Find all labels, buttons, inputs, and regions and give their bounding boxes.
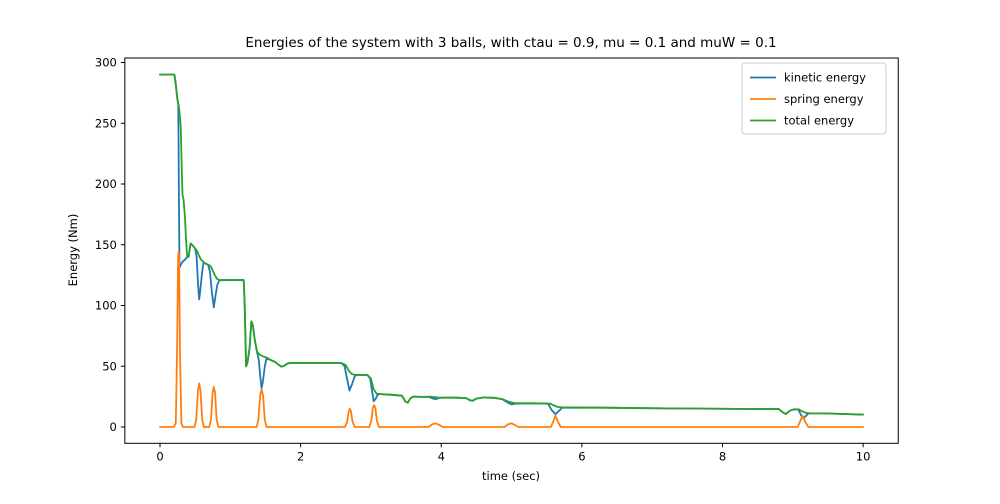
y-tick-label: 150 [95, 238, 117, 252]
x-tick-label: 2 [297, 449, 304, 463]
x-tick-label: 10 [856, 449, 871, 463]
y-axis-ticks: 0 50 100 150 200 250 300 [95, 56, 125, 434]
y-tick-label: 0 [110, 420, 117, 434]
y-axis-label: Energy (Nm) [66, 214, 80, 287]
data-series [159, 73, 864, 428]
series-line-kinetic-energy [159, 73, 864, 420]
x-tick-label: 4 [438, 449, 445, 463]
series-line-total-energy [159, 73, 864, 416]
legend-box [741, 62, 887, 135]
y-tick-label: 250 [95, 116, 117, 130]
legend: kinetic energy spring energy total energ… [741, 62, 887, 135]
x-tick-label: 8 [719, 449, 726, 463]
y-tick-label: 200 [95, 177, 117, 191]
y-tick-label: 50 [102, 359, 117, 373]
x-axis-ticks: 0 2 4 6 8 10 [156, 443, 870, 463]
x-tick-label: 6 [578, 449, 585, 463]
y-tick-label: 100 [95, 299, 117, 313]
legend-total-label: total energy [784, 114, 854, 128]
legend-kinetic-label: kinetic energy [784, 71, 866, 85]
legend-spring-label: spring energy [784, 92, 864, 106]
x-axis-label: time (sec) [482, 469, 540, 483]
x-tick-label: 0 [156, 449, 163, 463]
series-line-spring-energy [159, 251, 864, 428]
chart-title: Energies of the system with 3 balls, wit… [245, 35, 776, 51]
y-tick-label: 300 [95, 56, 117, 70]
